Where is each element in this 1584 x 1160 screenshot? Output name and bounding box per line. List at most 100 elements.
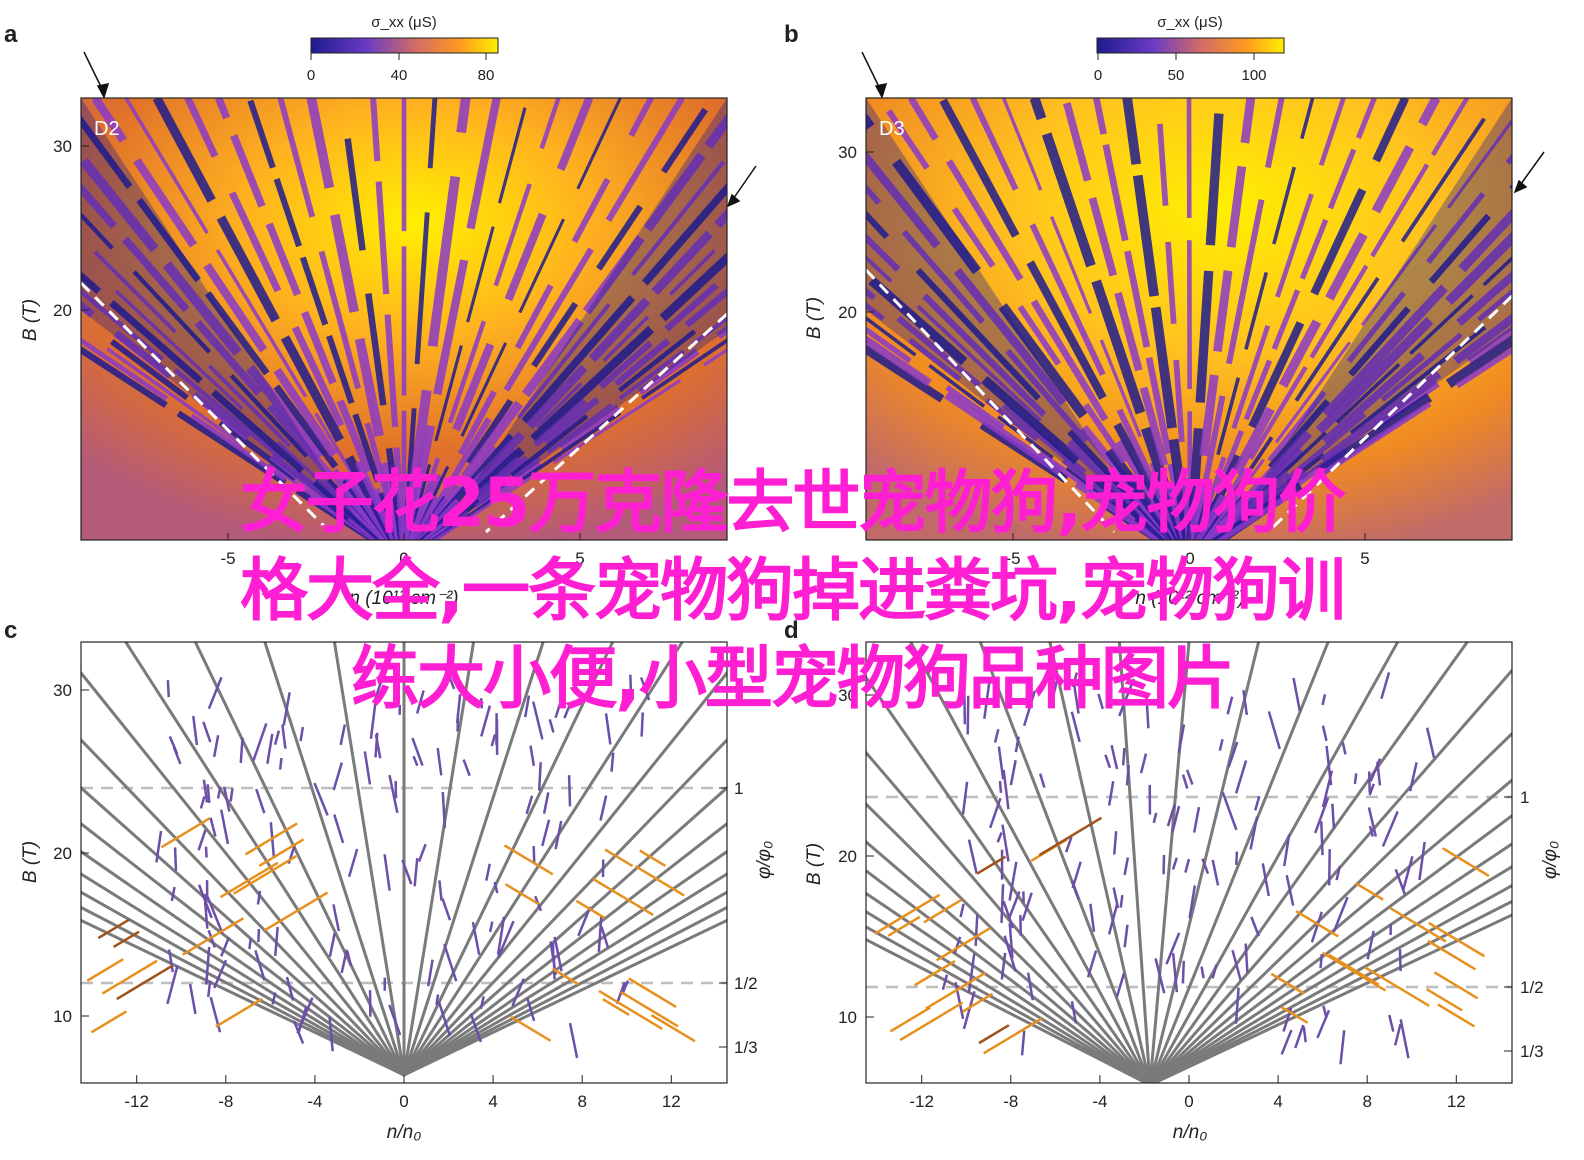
fan-line (403, 872, 727, 1077)
x-axis-label: n (10¹² cm⁻²) (349, 588, 458, 609)
fan-line (1150, 883, 1512, 1083)
fan-segment (1325, 745, 1333, 786)
heatmap-stripe (866, 326, 1167, 540)
heatmap-stripe (277, 98, 402, 540)
fan-segment (1070, 711, 1081, 743)
fan-segment-orange (634, 865, 685, 897)
fan-segment (1000, 952, 1007, 980)
fan-segment-orange (1437, 1003, 1476, 1028)
fan-segment (252, 723, 268, 761)
colorbar-b-tick: 0 (1094, 67, 1102, 84)
fan-segment (1244, 943, 1249, 974)
fan-segment-orange (551, 967, 580, 986)
y-axis-c: 30 20 10 B (T) (20, 681, 89, 1026)
fan-segment-orange (258, 838, 305, 868)
fan-segment (1341, 742, 1347, 755)
heatmap-stripe (1029, 98, 1189, 540)
fan-segment (1249, 816, 1259, 850)
fan-segment-orange (160, 817, 211, 849)
fan-segment (204, 946, 211, 985)
heatmap-b-dashed-boundary-left (866, 268, 1116, 534)
fan-segment (974, 914, 979, 946)
fan-segment (600, 926, 610, 948)
fan-line (1149, 668, 1512, 1083)
fan-segment (988, 797, 1002, 829)
fan-segment-orange (923, 898, 963, 924)
fan-line (402, 642, 476, 1076)
fan-segment (447, 672, 456, 690)
fan-line (1150, 842, 1512, 1083)
fan-line (866, 802, 1151, 1083)
heatmap-stripe (184, 98, 399, 540)
fan-segment-orange (899, 1001, 964, 1042)
y-tick-label: 30 (838, 143, 857, 162)
fan-segment (1226, 696, 1234, 715)
heatmap-stripe (81, 182, 392, 540)
fan-segment (401, 859, 413, 885)
fan-segment (1380, 672, 1391, 700)
fan-segment (436, 747, 443, 776)
flux-tick-label: 1 (734, 779, 743, 798)
fan-segment-orange (650, 1014, 696, 1043)
fan-segment (281, 724, 287, 749)
arrow-indicators (83, 51, 1545, 208)
fan-segment (1104, 754, 1112, 769)
fan-segment (266, 733, 274, 764)
heatmap-stripe (403, 98, 501, 540)
fan-segment (339, 724, 347, 746)
fan-line (81, 849, 405, 1077)
fan-segment-orange (1428, 921, 1486, 958)
heatmap-stripe (1200, 98, 1500, 540)
fan-segment (172, 746, 182, 765)
heatmap-stripe (1203, 231, 1512, 540)
fan-segment-orange (874, 893, 941, 935)
fan-segment (269, 822, 276, 859)
fan-line (866, 891, 1150, 1083)
fan-segment-orange (935, 927, 991, 962)
fan-segment (963, 684, 967, 725)
x-tick-label: -4 (1092, 1092, 1107, 1111)
x-tick-label: 4 (488, 1092, 497, 1111)
heatmap-a-fan-stripes (81, 98, 727, 540)
fan-segment (1254, 795, 1261, 811)
fan-segment-orange (215, 997, 263, 1028)
right-axis-label: φ/φ₀ (754, 841, 775, 879)
fan-segment (532, 846, 536, 864)
fan-segment (983, 679, 991, 719)
fan-segment-orange (602, 998, 630, 1017)
heatmap-stripe (418, 252, 727, 540)
y-tick-label: 30 (53, 137, 72, 156)
fan-segment (1139, 753, 1148, 774)
fan-segment (202, 779, 209, 803)
colorbar-a-tick: 80 (478, 67, 495, 84)
fan-segment (282, 692, 291, 726)
heatmap-stripe (416, 208, 727, 540)
fan-segment (1050, 674, 1060, 704)
fan-segment (1319, 954, 1324, 969)
x-tick-label: -4 (307, 1092, 322, 1111)
fan-line (1149, 642, 1400, 1083)
fan-segment (1097, 693, 1104, 710)
fan-segment (441, 898, 452, 921)
heatmap-stripe (1193, 98, 1315, 540)
fan-segment (333, 814, 345, 844)
fan-segment (577, 906, 592, 937)
fan-segment (961, 781, 969, 815)
fan-segment (1368, 825, 1374, 837)
fan-segment (1166, 804, 1176, 827)
fan-segment (170, 886, 176, 902)
fan-segment (388, 774, 399, 814)
fan-segment (953, 936, 962, 955)
fan-segment (479, 996, 485, 1010)
fan-segment-orange (604, 848, 634, 868)
fan-segment (1086, 950, 1098, 978)
fan-segment (541, 819, 551, 847)
heatmap-stripe (1186, 98, 1193, 540)
fan-segment (1188, 885, 1197, 919)
heatmap-stripe (866, 269, 1175, 540)
heatmap-b-fan-stripes (866, 98, 1512, 540)
fan-segment (462, 759, 471, 777)
fan-segment-orange (976, 855, 1007, 875)
fan-line (81, 872, 405, 1077)
colorbar-b-tick: 50 (1168, 67, 1185, 84)
